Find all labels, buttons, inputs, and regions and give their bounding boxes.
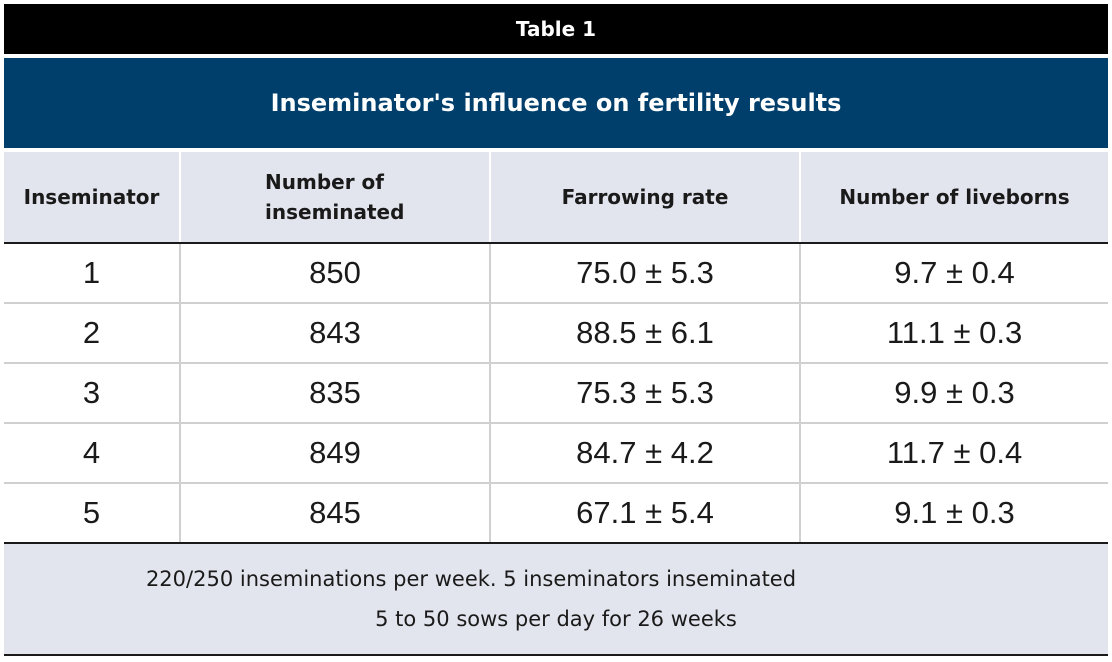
cell-inseminator: 3	[4, 363, 180, 424]
table-footnote: 220/250 inseminations per week. 5 insemi…	[4, 544, 1108, 656]
cell-number-inseminated: 835	[179, 363, 490, 424]
column-header-number-inseminated: Number of inseminated	[179, 152, 490, 244]
data-table: Inseminator Number of inseminated Farrow…	[4, 152, 1108, 544]
table-row: 5 845 67.1 ± 5.4 9.1 ± 0.3	[4, 483, 1108, 544]
cell-number-inseminated: 849	[179, 423, 490, 484]
fertility-table: Table 1 Inseminator's influence on ferti…	[4, 4, 1108, 656]
table-row: 3 835 75.3 ± 5.3 9.9 ± 0.3	[4, 363, 1108, 424]
footnote-line-1: 220/250 inseminations per week. 5 insemi…	[145, 567, 797, 591]
cell-inseminator: 5	[4, 483, 180, 544]
table-label: Table 1	[4, 4, 1108, 54]
cell-inseminator: 4	[4, 423, 180, 484]
cell-liveborns: 11.1 ± 0.3	[799, 303, 1108, 364]
column-header-farrowing-rate: Farrowing rate	[489, 152, 800, 244]
cell-inseminator: 2	[4, 303, 180, 364]
footnote-line-2: 5 to 50 sows per day for 26 weeks	[375, 607, 737, 631]
cell-farrowing-rate: 67.1 ± 5.4	[489, 483, 800, 544]
cell-inseminator: 1	[4, 243, 180, 304]
cell-number-inseminated: 850	[179, 243, 490, 304]
column-header-liveborns: Number of liveborns	[799, 152, 1108, 244]
column-header-number-inseminated-label: Number of inseminated	[265, 170, 405, 224]
cell-number-inseminated: 843	[179, 303, 490, 364]
cell-liveborns: 9.9 ± 0.3	[799, 363, 1108, 424]
table-title: Inseminator's influence on fertility res…	[4, 58, 1108, 152]
cell-farrowing-rate: 84.7 ± 4.2	[489, 423, 800, 484]
column-header-inseminator: Inseminator	[4, 152, 180, 244]
cell-liveborns: 9.7 ± 0.4	[799, 243, 1108, 304]
header-row: Inseminator Number of inseminated Farrow…	[4, 152, 1108, 244]
table-row: 1 850 75.0 ± 5.3 9.7 ± 0.4	[4, 243, 1108, 304]
cell-liveborns: 9.1 ± 0.3	[799, 483, 1108, 544]
table-row: 2 843 88.5 ± 6.1 11.1 ± 0.3	[4, 303, 1108, 364]
cell-farrowing-rate: 75.3 ± 5.3	[489, 363, 800, 424]
cell-liveborns: 11.7 ± 0.4	[799, 423, 1108, 484]
table-row: 4 849 84.7 ± 4.2 11.7 ± 0.4	[4, 423, 1108, 484]
cell-farrowing-rate: 88.5 ± 6.1	[489, 303, 800, 364]
cell-farrowing-rate: 75.0 ± 5.3	[489, 243, 800, 304]
cell-number-inseminated: 845	[179, 483, 490, 544]
